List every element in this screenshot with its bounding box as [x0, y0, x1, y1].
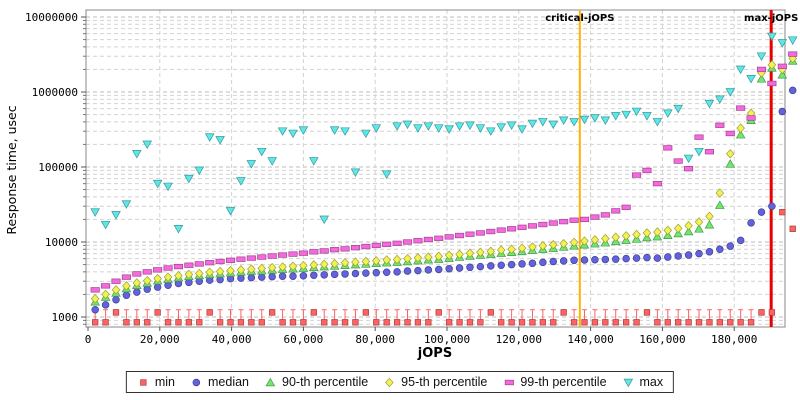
legend-item-label: median: [208, 375, 250, 389]
legend-item-min: min: [137, 375, 175, 389]
legend-marker-99-th-percentile-icon: [504, 379, 514, 385]
legend-item-label: 95-th percentile: [401, 375, 488, 389]
x-tick-label: 100,000: [424, 333, 470, 346]
legend-item-label: max: [639, 375, 664, 389]
legend-item-95-th-percentile: 95-th percentile: [383, 375, 487, 389]
legend-marker-median-icon: [192, 378, 201, 386]
y-tick-label: 10000000: [25, 11, 78, 24]
series-min: [92, 209, 796, 326]
axis-ticks: 0 20,000 40,000 60,000 80,000 100,000 120,000 1…: [25, 11, 757, 346]
legend-marker-95-th-percentile-icon: [385, 377, 394, 387]
legend-item-90-th-percentile: 90-th percentile: [264, 375, 368, 389]
x-tick-label: 0: [85, 333, 92, 346]
y-tick-label: 10000: [45, 236, 78, 249]
legend-item-max: max: [622, 375, 664, 389]
response-time-chart: critical-jOPS max-jOPS 0 20,000 40,000 60,00…: [4, 9, 798, 361]
x-tick-label: 180,000: [711, 333, 757, 346]
x-axis-title: jOPS: [417, 346, 452, 361]
series-99-th-percentile: [90, 51, 798, 293]
x-tick-label: 160,000: [639, 333, 685, 346]
series-max: [90, 32, 798, 234]
x-tick-label: 60,000: [284, 333, 324, 346]
critical-jops-label: critical-jOPS: [545, 13, 614, 24]
legend-marker-max-icon: [623, 378, 633, 387]
y-tick-label: 1000: [52, 311, 79, 324]
x-tick-label: 40,000: [212, 333, 252, 346]
series-95-th-percentile: [90, 53, 797, 304]
x-tick-label: 20,000: [140, 333, 180, 346]
legend: min median 90-th percentile 95-th percentil…: [125, 371, 675, 393]
x-tick-label: 140,000: [567, 333, 613, 346]
plot-border: [85, 9, 786, 328]
series-median: [91, 86, 797, 314]
x-tick-label: 120,000: [496, 333, 542, 346]
legend-item-99-th-percentile: 99-th percentile: [502, 375, 607, 389]
y-axis-title: Response time, usec: [4, 105, 19, 234]
legend-item-label: 90-th percentile: [282, 375, 369, 389]
legend-item-label: min: [154, 375, 176, 389]
max-jops-label: max-jOPS: [744, 13, 798, 24]
legend-marker-min-icon: [140, 378, 147, 386]
legend-item-label: 99-th percentile: [520, 375, 607, 389]
gridlines: [86, 10, 785, 327]
x-tick-label: 80,000: [355, 333, 395, 346]
annotation-lines: [578, 10, 773, 327]
data-series: [90, 32, 798, 326]
y-tick-label: 1000000: [32, 86, 78, 99]
series-90-th-percentile: [90, 56, 798, 306]
y-tick-label: 100000: [38, 161, 78, 174]
legend-item-median: median: [190, 375, 249, 389]
legend-marker-90-th-percentile-icon: [265, 377, 276, 386]
annotation-labels: critical-jOPS max-jOPS: [545, 13, 798, 24]
